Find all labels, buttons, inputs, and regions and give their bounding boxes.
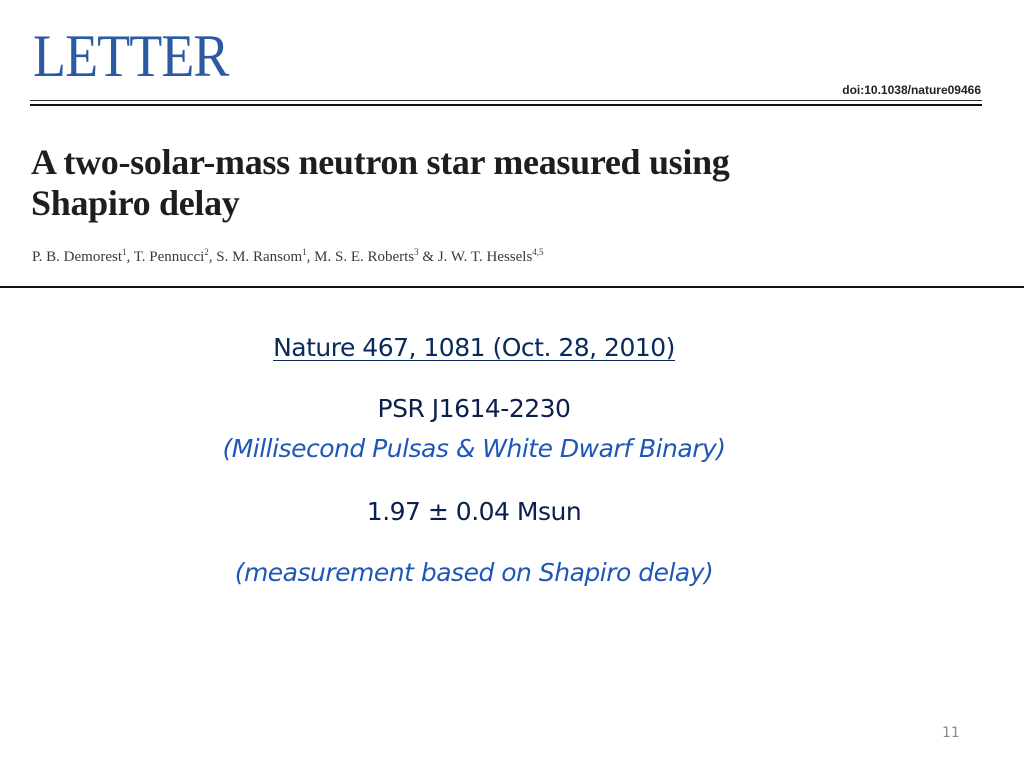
page-number: 11 — [942, 725, 960, 741]
author-name: M. S. E. Roberts — [314, 249, 415, 265]
author-name: P. B. Demorest — [32, 249, 122, 265]
doi-label: doi:10.1038/nature09466 — [842, 83, 981, 97]
citation-link[interactable]: Nature 467, 1081 (Oct. 28, 2010) — [273, 333, 675, 362]
measurement-note: (measurement based on Shapiro delay) — [234, 558, 714, 587]
author-separator: , — [126, 249, 134, 265]
paper-title-line-2: Shapiro delay — [31, 183, 240, 223]
author-affiliation: 3 — [414, 247, 419, 257]
author-name: S. M. Ransom — [216, 249, 303, 265]
author-separator: , — [208, 249, 217, 265]
author-separator: & — [418, 249, 438, 265]
pulsar-description: (Millisecond Pulsas & White Dwarf Binary… — [222, 434, 726, 463]
author-affiliation: 2 — [204, 247, 209, 257]
author-name: T. Pennucci — [133, 249, 205, 265]
author-name: J. W. T. Hessels — [437, 249, 533, 265]
author-separator: , — [306, 249, 315, 265]
pulsar-name: PSR J1614-2230 — [377, 394, 571, 423]
author-affiliation: 1 — [122, 247, 127, 257]
author-affiliation: 4,5 — [532, 247, 544, 257]
letter-heading: LETTER — [33, 23, 229, 89]
author-list: P. B. Demorest1, T. Pennucci2, S. M. Ran… — [32, 247, 544, 266]
header-rule-bottom — [30, 104, 982, 106]
citation-line: Nature 467, 1081 (Oct. 28, 2010) — [0, 333, 948, 362]
mass-value: 1.97 ± 0.04 Msun — [366, 497, 582, 526]
author-affiliation: 1 — [302, 247, 307, 257]
section-divider — [0, 286, 1024, 288]
header-rule-top — [30, 100, 982, 101]
paper-title-line-1: A two-solar-mass neutron star measured u… — [31, 142, 730, 182]
paper-title: A two-solar-mass neutron star measured u… — [31, 142, 951, 224]
